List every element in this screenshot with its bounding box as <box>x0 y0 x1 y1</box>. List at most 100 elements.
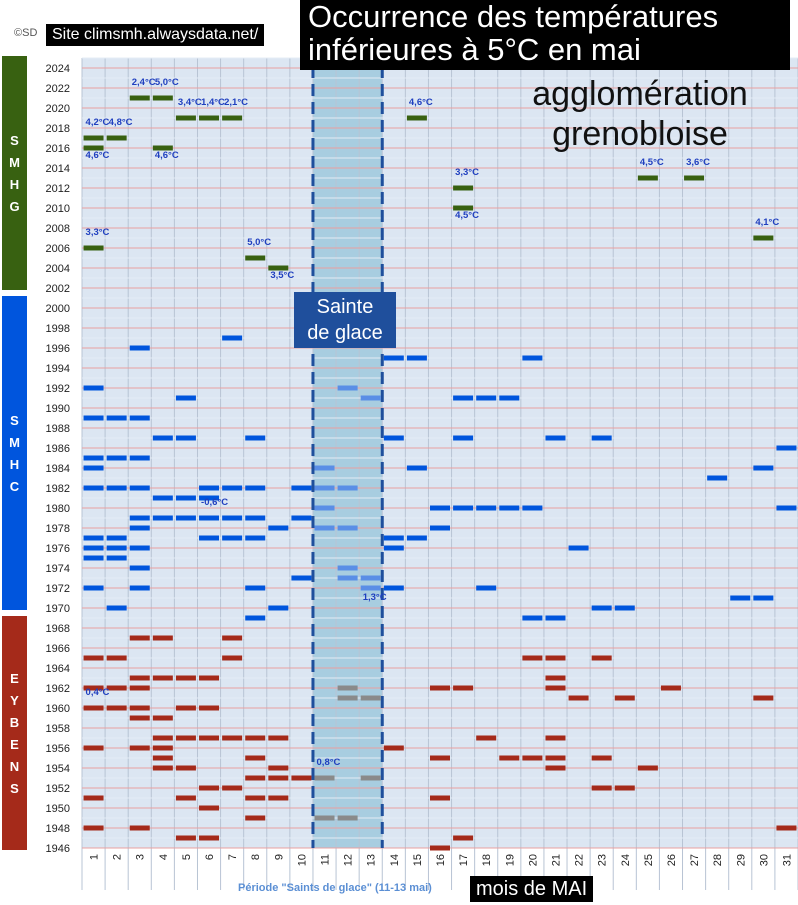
data-mark <box>499 755 520 761</box>
data-mark <box>291 485 312 491</box>
x-tick-label: 24 <box>620 854 632 866</box>
x-tick-label: 30 <box>758 854 770 866</box>
data-mark <box>337 695 358 701</box>
y-tick-label: 2012 <box>46 183 70 195</box>
data-mark <box>245 535 266 541</box>
data-mark <box>268 735 289 741</box>
value-label: 1,4°C <box>201 97 225 108</box>
data-mark <box>129 685 150 691</box>
data-mark <box>337 815 358 821</box>
data-mark <box>129 515 150 521</box>
data-mark <box>545 755 566 761</box>
data-mark <box>337 485 358 491</box>
data-mark <box>83 685 104 691</box>
data-mark <box>83 245 104 251</box>
x-tick-label: 1 <box>89 854 101 860</box>
x-tick-label: 22 <box>574 854 586 866</box>
data-mark <box>360 395 381 401</box>
data-mark <box>753 465 774 471</box>
data-mark <box>776 505 797 511</box>
data-mark <box>129 745 150 751</box>
data-mark <box>175 735 196 741</box>
y-tick-label: 2014 <box>46 163 70 175</box>
data-mark <box>83 545 104 551</box>
data-mark <box>106 705 127 711</box>
data-mark <box>106 605 127 611</box>
title-line-2: inférieures à 5°C en mai <box>308 32 641 67</box>
station-letter: M <box>9 155 20 170</box>
data-mark <box>314 775 335 781</box>
data-mark <box>614 785 635 791</box>
saints-de-glace-box: Sainte de glace <box>294 292 396 348</box>
y-tick-label: 2024 <box>46 63 70 75</box>
x-tick-label: 29 <box>735 854 747 866</box>
value-label: 4,5°C <box>640 157 664 168</box>
value-label: 3,3°C <box>455 167 479 178</box>
data-mark <box>383 435 404 441</box>
value-label: 4,1°C <box>755 217 779 228</box>
data-mark <box>222 115 243 121</box>
y-tick-label: 1998 <box>46 323 70 335</box>
y-tick-label: 1962 <box>46 683 70 695</box>
y-tick-label: 1970 <box>46 603 70 615</box>
data-mark <box>499 395 520 401</box>
data-mark <box>222 515 243 521</box>
data-mark <box>129 565 150 571</box>
data-mark <box>106 685 127 691</box>
data-mark <box>245 585 266 591</box>
data-mark <box>199 675 220 681</box>
data-mark <box>545 685 566 691</box>
data-mark <box>453 395 474 401</box>
x-tick-label: 18 <box>481 854 493 866</box>
value-label: 0,4°C <box>86 687 110 698</box>
data-mark <box>129 705 150 711</box>
data-mark <box>152 515 173 521</box>
value-label: 3,4°C <box>178 97 202 108</box>
station-bar-bg <box>2 296 27 610</box>
data-mark <box>129 95 150 101</box>
station-letter: S <box>10 413 19 428</box>
y-tick-label: 1986 <box>46 443 70 455</box>
data-mark <box>545 735 566 741</box>
data-mark <box>568 695 589 701</box>
value-label: 3,6°C <box>686 157 710 168</box>
data-mark <box>199 515 220 521</box>
data-mark <box>406 355 427 361</box>
data-mark <box>314 815 335 821</box>
y-tick-label: 1982 <box>46 483 70 495</box>
y-tick-label: 2006 <box>46 243 70 255</box>
data-mark <box>83 135 104 141</box>
data-mark <box>129 345 150 351</box>
value-label: -0,6°C <box>201 497 228 508</box>
y-tick-label: 1992 <box>46 383 70 395</box>
data-mark <box>268 605 289 611</box>
data-mark <box>730 595 751 601</box>
value-label: 1,3°C <box>363 592 387 603</box>
saints-box-line-1: Sainte <box>316 296 374 318</box>
value-label: 4,6°C <box>86 150 110 161</box>
x-tick-label: 28 <box>712 854 724 866</box>
data-mark <box>175 675 196 681</box>
data-mark <box>360 585 381 591</box>
data-mark <box>83 555 104 561</box>
data-mark <box>453 205 474 211</box>
x-tick-label: 15 <box>412 854 424 866</box>
data-mark <box>660 685 681 691</box>
x-axis-label: mois de MAI <box>470 876 594 902</box>
data-mark <box>522 505 543 511</box>
data-mark <box>614 695 635 701</box>
x-tick-label: 19 <box>504 854 516 866</box>
data-mark <box>175 395 196 401</box>
station-letter: H <box>10 457 19 472</box>
data-mark <box>83 485 104 491</box>
x-tick-label: 26 <box>666 854 678 866</box>
data-mark <box>637 175 658 181</box>
data-mark <box>83 415 104 421</box>
data-mark <box>199 735 220 741</box>
data-mark <box>753 595 774 601</box>
y-tick-label: 1956 <box>46 743 70 755</box>
data-mark <box>268 525 289 531</box>
x-tick-label: 17 <box>458 854 470 866</box>
value-label: 0,8°C <box>317 757 341 768</box>
y-tick-label: 1950 <box>46 803 70 815</box>
